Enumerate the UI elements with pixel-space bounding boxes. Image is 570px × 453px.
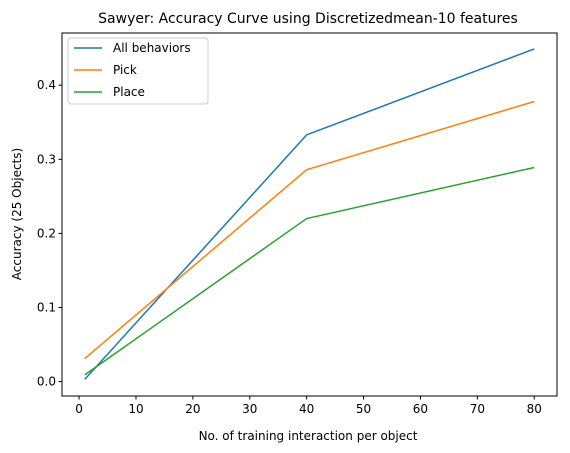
series-line-all-behaviors (84, 48, 535, 380)
legend-label-all-behaviors: All behaviors (113, 41, 191, 55)
y-tick-label: 0.2 (37, 226, 56, 240)
y-axis: 0.0 0.1 0.2 0.3 0.4 (37, 78, 62, 389)
y-tick-label: 0.4 (37, 78, 56, 92)
plot-area (61, 32, 558, 397)
x-tick-label: 30 (242, 402, 257, 416)
chart-title: Sawyer: Accuracy Curve using Discretized… (98, 11, 518, 27)
legend: All behaviors Pick Place (67, 37, 209, 105)
legend-frame (67, 37, 209, 105)
x-tick-label: 70 (470, 402, 485, 416)
x-tick-label: 50 (356, 402, 371, 416)
legend-label-pick: Pick (113, 63, 137, 77)
y-axis-label: Accuracy (25 Objects) (10, 148, 24, 280)
legend-item-all-behaviors: All behaviors (74, 41, 191, 55)
y-tick-label: 0.1 (37, 300, 56, 314)
plot-frame (61, 32, 558, 397)
x-tick-label: 0 (75, 402, 83, 416)
x-tick-label: 20 (185, 402, 200, 416)
x-tick-label: 80 (527, 402, 542, 416)
y-tick-label: 0.3 (37, 152, 56, 166)
x-axis-label: No. of training interaction per object (199, 429, 418, 443)
series-line-place (84, 166, 535, 376)
x-tick-label: 40 (299, 402, 314, 416)
legend-item-place: Place (74, 85, 145, 99)
x-tick-label: 10 (128, 402, 143, 416)
y-tick-label: 0.0 (37, 375, 56, 389)
x-tick-label: 60 (413, 402, 428, 416)
legend-label-place: Place (113, 85, 145, 99)
series-line-pick (84, 100, 535, 360)
x-axis: 0 10 20 30 40 50 60 70 80 (75, 396, 542, 416)
series-lines (84, 48, 535, 380)
legend-item-pick: Pick (74, 63, 137, 77)
